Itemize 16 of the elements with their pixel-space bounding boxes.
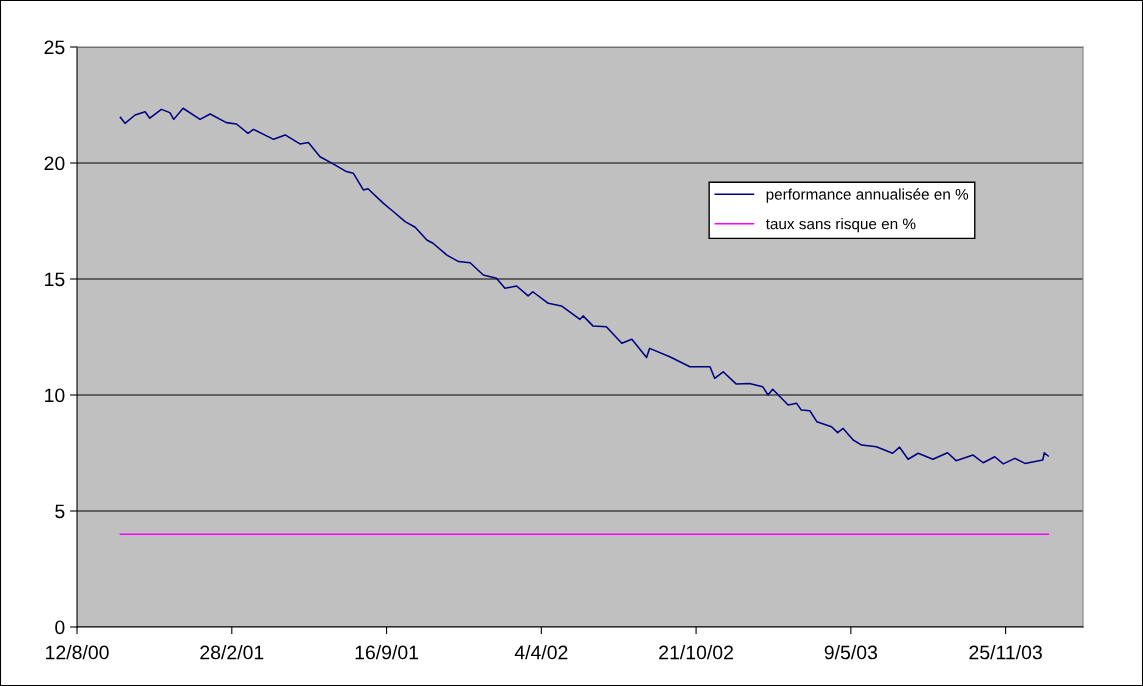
x-tick-label: 21/10/02 xyxy=(659,645,733,660)
y-tick-label: 15 xyxy=(45,272,65,287)
y-tick-label: 25 xyxy=(44,40,65,55)
x-tick-label: 4/4/02 xyxy=(514,645,568,660)
x-tick-label: 25/11/03 xyxy=(969,645,1042,660)
y-tick-label: 5 xyxy=(55,504,65,519)
legend-label: performance annualisée en % xyxy=(766,188,969,203)
y-tick-label: 20 xyxy=(44,156,65,171)
y-tick-label: 10 xyxy=(45,388,65,403)
x-tick-label: 9/5/03 xyxy=(824,645,878,660)
x-tick-label: 12/8/00 xyxy=(46,645,109,660)
y-tick-label: 0 xyxy=(55,620,65,635)
line-series xyxy=(119,107,1049,465)
x-tick-label: 16/9/01 xyxy=(355,645,419,660)
x-tick-label: 28/2/01 xyxy=(200,645,264,660)
legend-label: taux sans risque en % xyxy=(765,218,916,233)
